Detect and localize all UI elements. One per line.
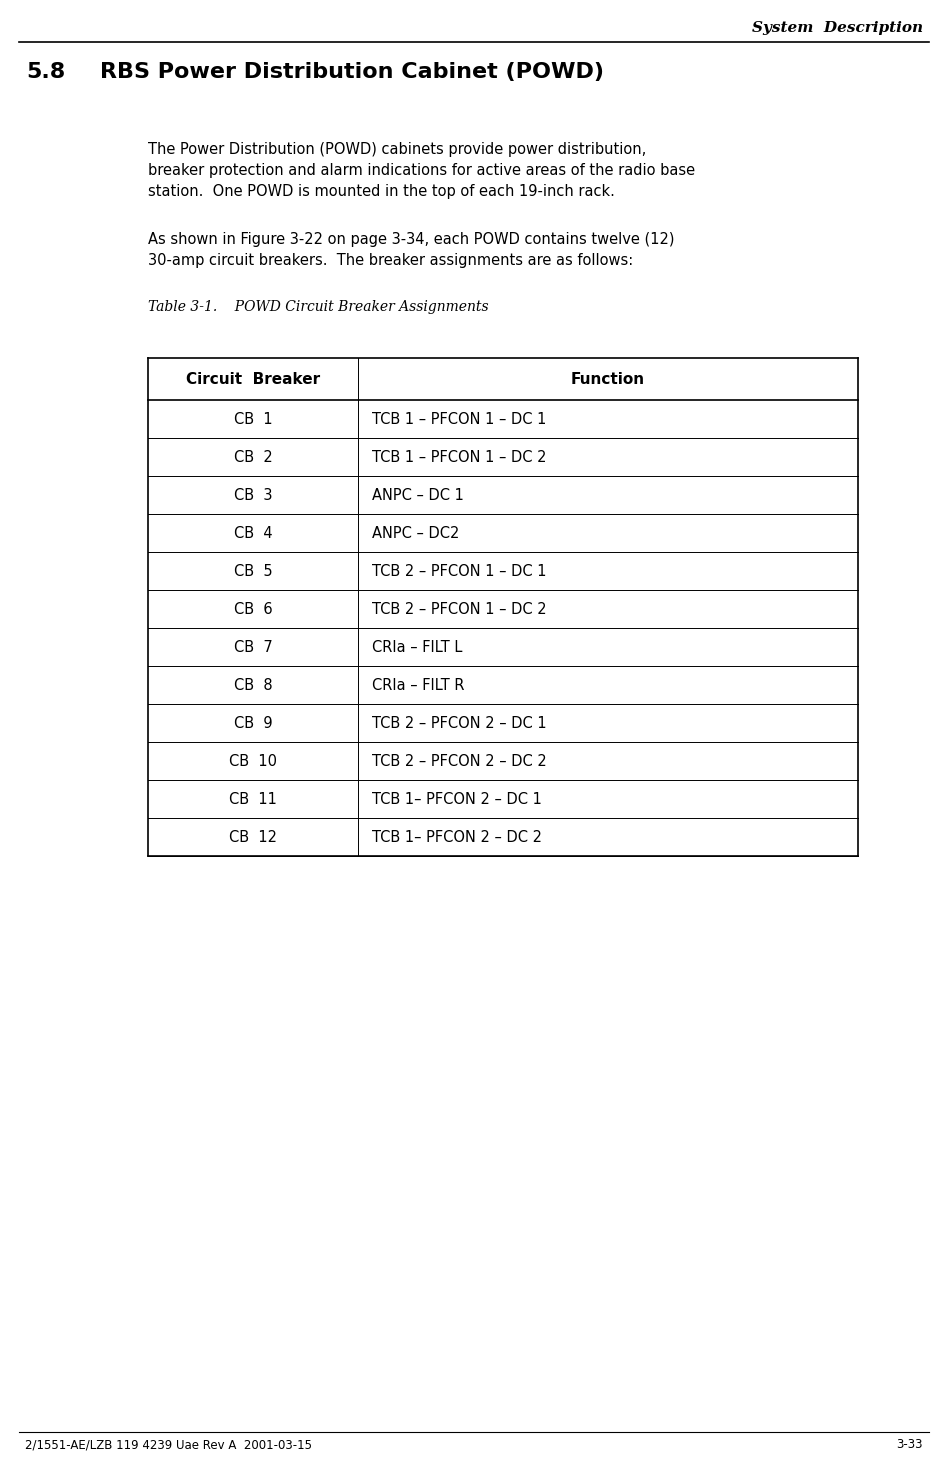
Text: CB  8: CB 8 [234, 677, 272, 692]
Text: TCB 1 – PFCON 1 – DC 2: TCB 1 – PFCON 1 – DC 2 [372, 450, 546, 465]
Text: TCB 2 – PFCON 1 – DC 2: TCB 2 – PFCON 1 – DC 2 [372, 601, 547, 617]
Text: TCB 1 – PFCON 1 – DC 1: TCB 1 – PFCON 1 – DC 1 [372, 412, 546, 427]
Text: RBS Power Distribution Cabinet (POWD): RBS Power Distribution Cabinet (POWD) [100, 62, 604, 82]
Text: CB  4: CB 4 [234, 525, 272, 541]
Text: TCB 1– PFCON 2 – DC 2: TCB 1– PFCON 2 – DC 2 [372, 830, 542, 844]
Text: TCB 1– PFCON 2 – DC 1: TCB 1– PFCON 2 – DC 1 [372, 792, 542, 806]
Text: The Power Distribution (POWD) cabinets provide power distribution,
breaker prote: The Power Distribution (POWD) cabinets p… [148, 142, 695, 199]
Text: CB  1: CB 1 [234, 412, 272, 427]
Text: CRIa – FILT L: CRIa – FILT L [372, 639, 463, 654]
Text: Function: Function [571, 371, 645, 387]
Text: 3-33: 3-33 [897, 1438, 923, 1451]
Text: CB  3: CB 3 [234, 488, 272, 503]
Text: Table 3-1.    POWD Circuit Breaker Assignments: Table 3-1. POWD Circuit Breaker Assignme… [148, 301, 488, 314]
Text: As shown in Figure 3-22 on page 3-34, each POWD contains twelve (12)
30-amp circ: As shown in Figure 3-22 on page 3-34, ea… [148, 232, 674, 268]
Text: CB  9: CB 9 [234, 715, 272, 730]
Text: Circuit  Breaker: Circuit Breaker [186, 371, 320, 387]
Text: CB  6: CB 6 [234, 601, 272, 617]
Text: CB  12: CB 12 [229, 830, 277, 844]
Text: CB  2: CB 2 [233, 450, 272, 465]
Text: TCB 2 – PFCON 2 – DC 2: TCB 2 – PFCON 2 – DC 2 [372, 754, 547, 768]
Text: ANPC – DC2: ANPC – DC2 [372, 525, 460, 541]
Text: TCB 2 – PFCON 2 – DC 1: TCB 2 – PFCON 2 – DC 1 [372, 715, 547, 730]
Text: CB  10: CB 10 [229, 754, 277, 768]
Text: CB  11: CB 11 [229, 792, 277, 806]
Text: TCB 2 – PFCON 1 – DC 1: TCB 2 – PFCON 1 – DC 1 [372, 563, 546, 579]
Text: 2/1551-AE/LZB 119 4239 Uae Rev A  2001-03-15: 2/1551-AE/LZB 119 4239 Uae Rev A 2001-03… [25, 1438, 312, 1451]
Text: System  Description: System Description [752, 21, 923, 35]
Text: ANPC – DC 1: ANPC – DC 1 [372, 488, 464, 503]
Text: CRIa – FILT R: CRIa – FILT R [372, 677, 465, 692]
Text: CB  5: CB 5 [234, 563, 272, 579]
Text: 5.8: 5.8 [26, 62, 65, 82]
Text: CB  7: CB 7 [233, 639, 272, 654]
